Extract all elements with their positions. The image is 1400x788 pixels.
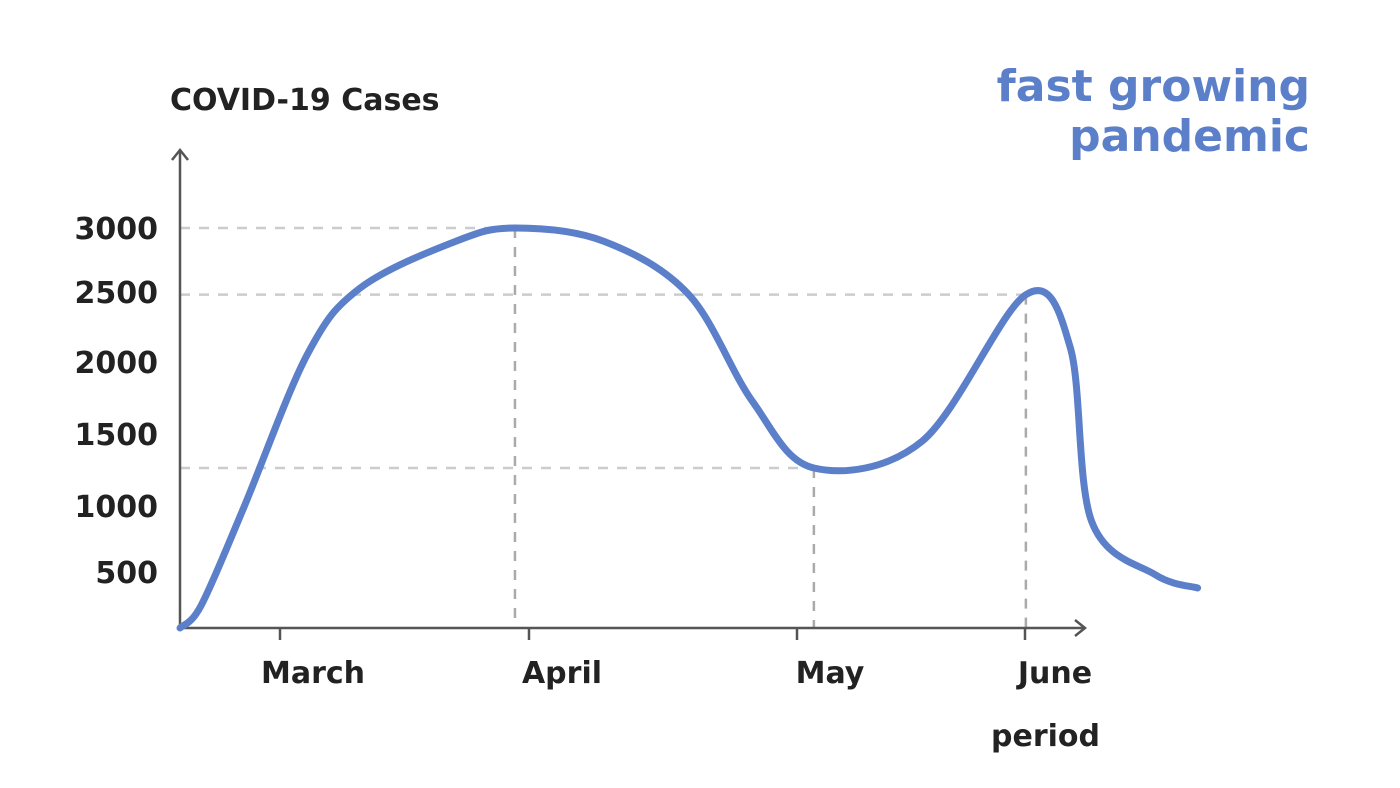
y-tick-label-2000: 2000: [75, 346, 159, 381]
x-tick-label-0: March: [261, 656, 365, 691]
x-axis-arrow: [1074, 619, 1088, 637]
y-tick-label-1000: 1000: [75, 490, 159, 525]
y-tick-label-500: 500: [95, 556, 158, 591]
y-axis-label: COVID-19 Cases: [170, 83, 440, 118]
x-tick-label-3: June: [1016, 656, 1092, 691]
x-axis-label: period: [991, 719, 1100, 754]
guide-lines: [180, 226, 1028, 628]
axes: [171, 147, 1088, 637]
y-tick-label-3000: 3000: [75, 212, 159, 247]
annotation-line-2: pandemic: [1069, 111, 1310, 162]
y-tick-label-2500: 2500: [75, 276, 159, 311]
chart-annotation: fast growing pandemic: [997, 62, 1310, 162]
x-ticks: March April May June: [261, 628, 1092, 691]
y-tick-label-1500: 1500: [75, 418, 159, 453]
y-ticks: 500 1000 1500 2000 2500 3000: [75, 212, 159, 591]
annotation-line-1: fast growing: [996, 61, 1310, 112]
series-line: [176, 224, 1202, 632]
y-axis-arrow: [171, 147, 189, 161]
x-tick-label-2: May: [796, 656, 865, 691]
x-tick-label-1: April: [522, 656, 602, 691]
